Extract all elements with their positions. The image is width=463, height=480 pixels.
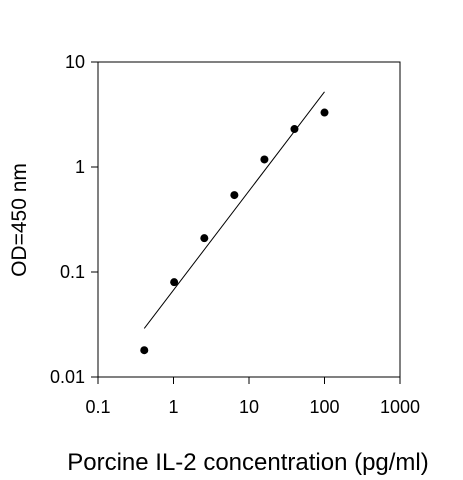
y-axis-tick-labels: 0.01 0.1 1 10 (50, 52, 85, 387)
x-axis-title: Porcine IL-2 concentration (pg/ml) (67, 449, 429, 476)
data-points (140, 108, 329, 355)
x-tick-label: 1000 (380, 397, 420, 417)
y-axis-ticks (91, 61, 98, 378)
x-tick-label: 10 (239, 397, 259, 417)
y-axis-title: OD=450 nm (8, 163, 31, 277)
data-point (290, 125, 299, 134)
data-point (140, 346, 149, 355)
y-tick-label: 0.01 (50, 367, 85, 387)
x-tick-label: 0.1 (85, 397, 110, 417)
data-point (200, 234, 209, 243)
x-tick-label: 1 (168, 397, 178, 417)
data-point (320, 108, 329, 117)
x-tick-label: 100 (309, 397, 339, 417)
data-point (230, 191, 239, 200)
plot-frame (97, 61, 401, 378)
data-point (170, 278, 179, 287)
y-tick-label: 0.1 (60, 262, 85, 282)
x-axis-tick-labels: 0.1 1 10 100 1000 (85, 397, 420, 417)
y-tick-label: 1 (75, 157, 85, 177)
y-tick-label: 10 (65, 52, 85, 72)
x-axis-ticks (97, 377, 401, 384)
data-point (260, 155, 269, 164)
